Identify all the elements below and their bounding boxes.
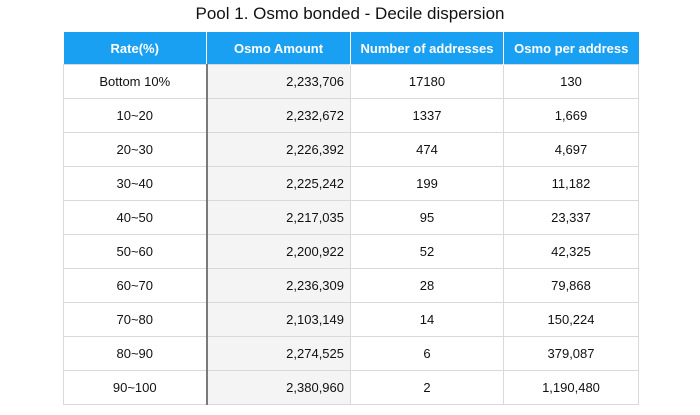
- rate-cell: 40~50: [63, 200, 208, 235]
- table-header: Rate(%) Osmo Amount Number of addresses …: [63, 32, 639, 65]
- address-count-cell: 2: [350, 370, 504, 405]
- table-row: 10~20 2,232,672 1337 1,669: [63, 98, 639, 133]
- osmo-amount-cell: 2,217,035: [206, 200, 351, 235]
- table-row: Bottom 10% 2,233,706 17180 130: [63, 64, 639, 99]
- osmo-amount-cell: 2,233,706: [206, 64, 351, 99]
- osmo-per-address-cell: 1,669: [503, 98, 639, 133]
- rate-cell: 80~90: [63, 336, 208, 371]
- address-count-cell: 474: [350, 132, 504, 167]
- rate-cell: 20~30: [63, 132, 208, 167]
- address-count-cell: 6: [350, 336, 504, 371]
- header-rate[interactable]: Rate(%): [63, 32, 207, 65]
- table-row: 70~80 2,103,149 14 150,224: [63, 302, 639, 337]
- osmo-per-address-cell: 379,087: [503, 336, 639, 371]
- header-number-of-addresses[interactable]: Number of addresses: [350, 32, 504, 65]
- osmo-per-address-cell: 130: [503, 64, 639, 99]
- osmo-amount-cell: 2,236,309: [206, 268, 351, 303]
- rate-cell: 70~80: [63, 302, 208, 337]
- osmo-amount-cell: 2,103,149: [206, 302, 351, 337]
- header-osmo-amount[interactable]: Osmo Amount: [206, 32, 351, 65]
- table-row: 80~90 2,274,525 6 379,087: [63, 336, 639, 371]
- osmo-amount-cell: 2,274,525: [206, 336, 351, 371]
- rate-cell: 90~100: [63, 370, 208, 405]
- header-row: Rate(%) Osmo Amount Number of addresses …: [63, 32, 639, 65]
- table-row: 90~100 2,380,960 2 1,190,480: [63, 370, 639, 405]
- osmo-amount-cell: 2,200,922: [206, 234, 351, 269]
- osmo-amount-cell: 2,232,672: [206, 98, 351, 133]
- decile-dispersion-table: Rate(%) Osmo Amount Number of addresses …: [63, 32, 639, 405]
- rate-cell: 10~20: [63, 98, 208, 133]
- osmo-amount-cell: 2,226,392: [206, 132, 351, 167]
- table-row: 60~70 2,236,309 28 79,868: [63, 268, 639, 303]
- rate-cell: Bottom 10%: [63, 64, 208, 99]
- address-count-cell: 28: [350, 268, 504, 303]
- osmo-per-address-cell: 79,868: [503, 268, 639, 303]
- address-count-cell: 14: [350, 302, 504, 337]
- table-body: Bottom 10% 2,233,706 17180 130 10~20 2,2…: [63, 64, 639, 405]
- osmo-amount-cell: 2,380,960: [206, 370, 351, 405]
- table-row: 30~40 2,225,242 199 11,182: [63, 166, 639, 201]
- table-title: Pool 1. Osmo bonded - Decile dispersion: [195, 4, 505, 23]
- address-count-cell: 199: [350, 166, 504, 201]
- osmo-per-address-cell: 150,224: [503, 302, 639, 337]
- address-count-cell: 17180: [350, 64, 504, 99]
- address-count-cell: 1337: [350, 98, 504, 133]
- osmo-per-address-cell: 23,337: [503, 200, 639, 235]
- osmo-per-address-cell: 11,182: [503, 166, 639, 201]
- rate-cell: 30~40: [63, 166, 208, 201]
- rate-cell: 60~70: [63, 268, 208, 303]
- rate-cell: 50~60: [63, 234, 208, 269]
- table-row: 20~30 2,226,392 474 4,697: [63, 132, 639, 167]
- table-row: 40~50 2,217,035 95 23,337: [63, 200, 639, 235]
- osmo-per-address-cell: 1,190,480: [503, 370, 639, 405]
- header-osmo-per-address[interactable]: Osmo per address: [503, 32, 639, 65]
- osmo-per-address-cell: 42,325: [503, 234, 639, 269]
- address-count-cell: 95: [350, 200, 504, 235]
- address-count-cell: 52: [350, 234, 504, 269]
- osmo-per-address-cell: 4,697: [503, 132, 639, 167]
- table-row: 50~60 2,200,922 52 42,325: [63, 234, 639, 269]
- osmo-amount-cell: 2,225,242: [206, 166, 351, 201]
